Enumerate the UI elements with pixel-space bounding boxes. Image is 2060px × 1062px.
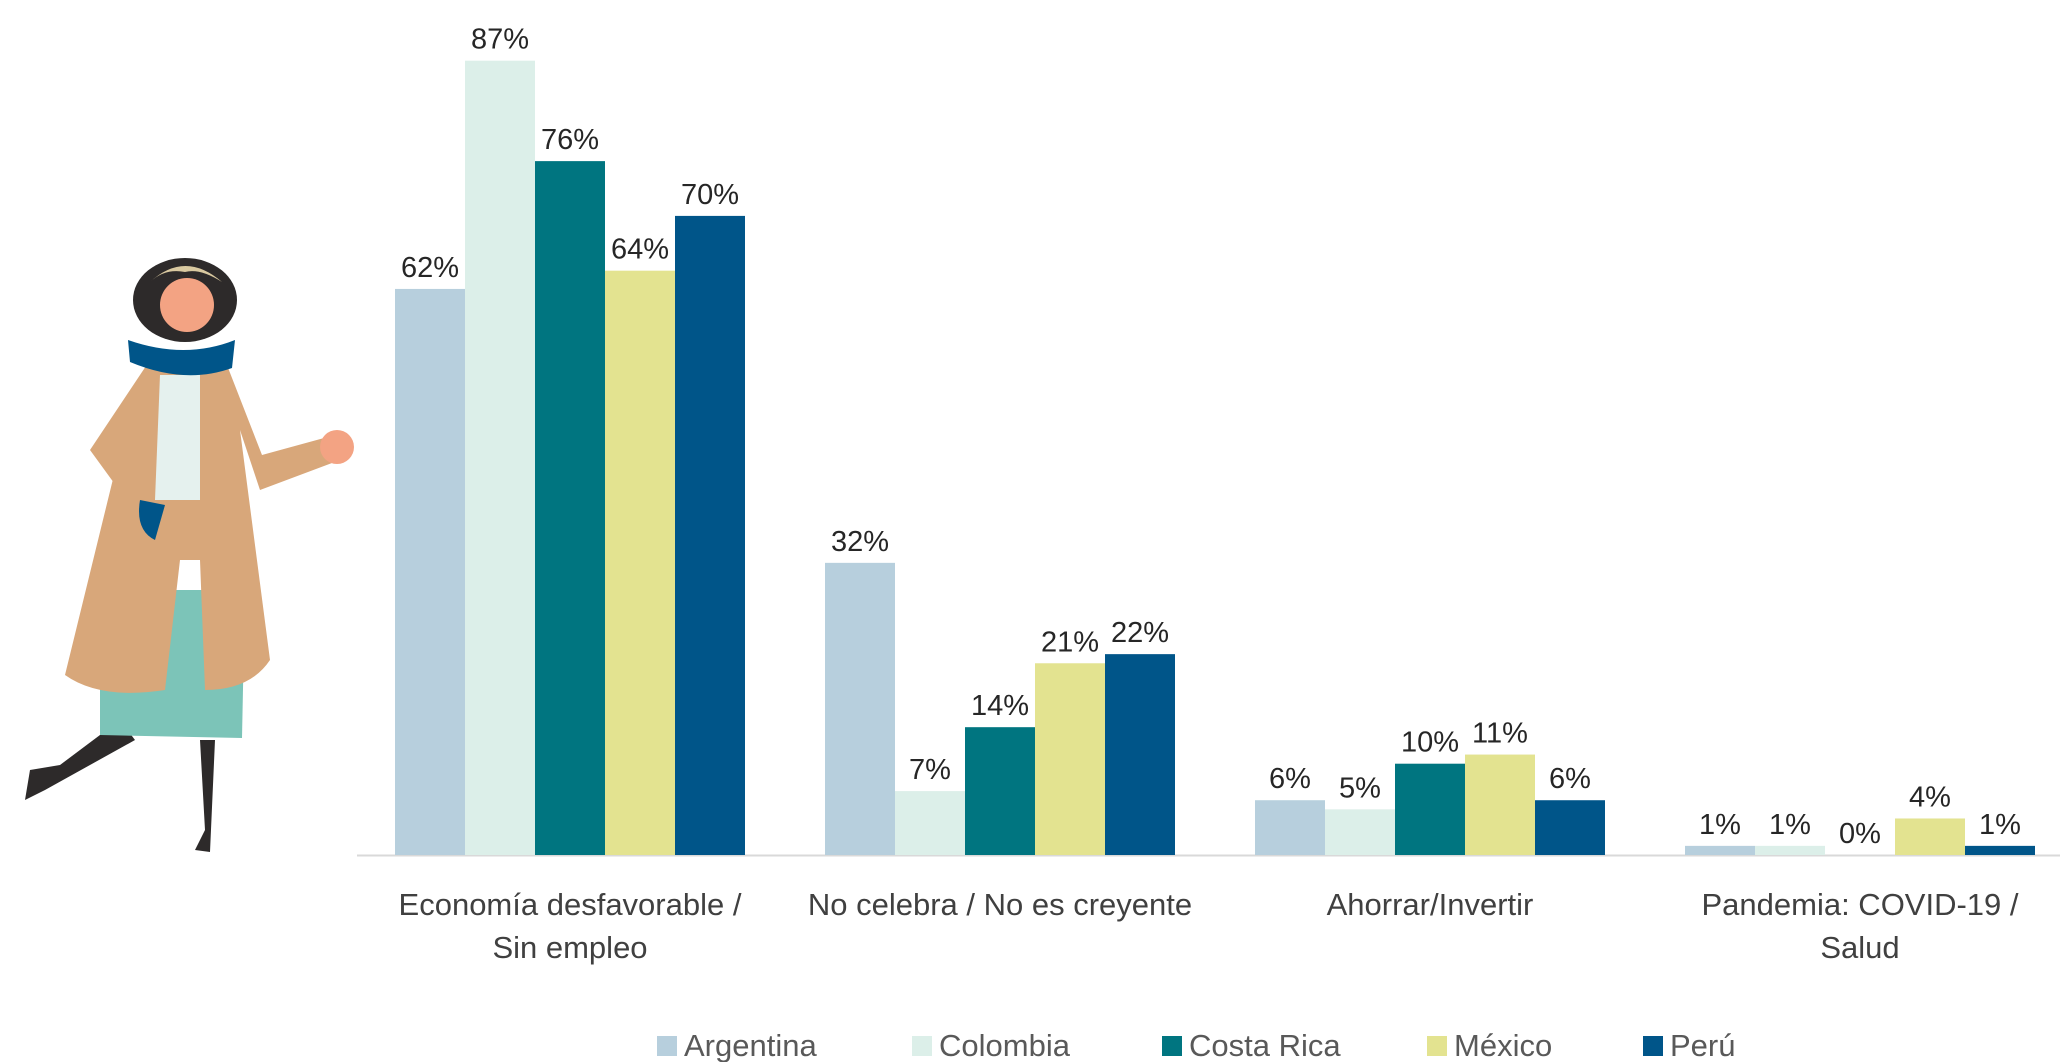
legend-label: Colombia bbox=[939, 1028, 1071, 1062]
value-label: 5% bbox=[1339, 772, 1381, 804]
bar bbox=[1035, 663, 1105, 855]
value-label: 62% bbox=[401, 252, 459, 284]
bar bbox=[535, 161, 605, 855]
bar bbox=[1105, 654, 1175, 855]
value-label: 87% bbox=[471, 24, 529, 56]
value-label: 4% bbox=[1909, 781, 1951, 813]
bar bbox=[1255, 800, 1325, 855]
value-label: 70% bbox=[681, 179, 739, 211]
value-label: 1% bbox=[1979, 809, 2021, 841]
value-label: 22% bbox=[1111, 617, 1169, 649]
bar bbox=[1535, 800, 1605, 855]
bar bbox=[1685, 845, 1755, 855]
x-tick-label: No celebra / No es creyente bbox=[807, 887, 1193, 922]
bar bbox=[1465, 754, 1535, 855]
legend-swatch bbox=[1643, 1036, 1663, 1056]
value-label: 11% bbox=[1472, 718, 1528, 750]
bar bbox=[1325, 809, 1395, 855]
value-label: 7% bbox=[909, 754, 951, 786]
value-label: 14% bbox=[971, 690, 1029, 722]
bar bbox=[1395, 763, 1465, 855]
value-label: 64% bbox=[611, 234, 669, 266]
value-label: 6% bbox=[1269, 763, 1311, 795]
bar bbox=[1895, 818, 1965, 855]
legend-label: México bbox=[1454, 1028, 1552, 1062]
illustration bbox=[25, 258, 354, 852]
legend-swatch bbox=[1427, 1036, 1447, 1056]
value-label: 76% bbox=[541, 124, 599, 156]
legend-swatch bbox=[1162, 1036, 1182, 1056]
bar bbox=[895, 791, 965, 855]
legend-label: Costa Rica bbox=[1189, 1028, 1341, 1062]
bar bbox=[675, 215, 745, 855]
value-label: 10% bbox=[1401, 727, 1459, 759]
legend-swatch bbox=[657, 1036, 677, 1056]
legend-label: Perú bbox=[1670, 1028, 1735, 1062]
bar bbox=[605, 270, 675, 855]
bar bbox=[395, 288, 465, 855]
legend-swatch bbox=[912, 1036, 932, 1056]
value-label: 21% bbox=[1041, 626, 1099, 658]
bar bbox=[825, 562, 895, 855]
bar bbox=[965, 727, 1035, 855]
bar bbox=[465, 60, 535, 855]
x-tick-label: Economía desfavorable / Sin empleo bbox=[398, 887, 742, 965]
value-label: 1% bbox=[1699, 809, 1741, 841]
value-label: 1% bbox=[1769, 809, 1811, 841]
value-label: 0% bbox=[1839, 818, 1881, 850]
x-tick-label: Pandemia: COVID-19 / Salud bbox=[1701, 887, 2019, 965]
bar bbox=[1965, 845, 2035, 855]
value-label: 6% bbox=[1549, 763, 1591, 795]
value-label: 32% bbox=[831, 526, 889, 558]
x-tick-label: Ahorrar/Invertir bbox=[1326, 887, 1534, 922]
bar bbox=[1755, 845, 1825, 855]
legend-label: Argentina bbox=[684, 1028, 817, 1062]
